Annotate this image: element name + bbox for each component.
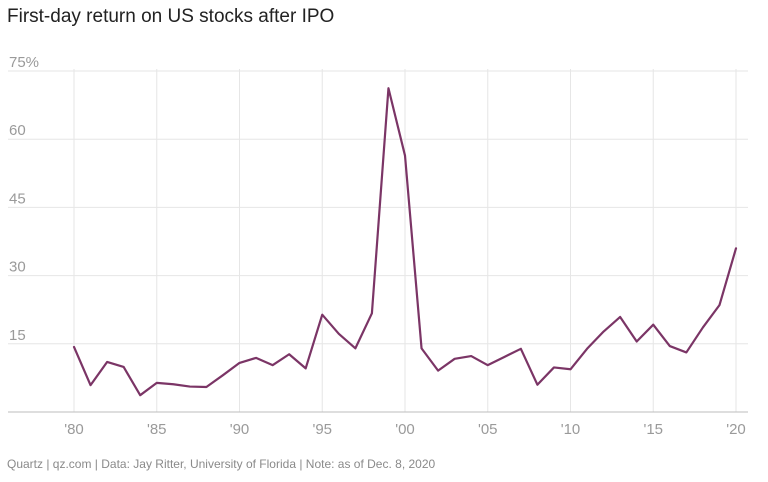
y-tick-label: 30 bbox=[9, 259, 26, 276]
x-tick-label: '15 bbox=[643, 421, 663, 438]
x-tick-label: '85 bbox=[147, 421, 167, 438]
y-tick-label: 60 bbox=[9, 122, 26, 139]
x-tick-label: '90 bbox=[230, 421, 250, 438]
x-tick-label: '05 bbox=[478, 421, 498, 438]
y-tick-label: 75% bbox=[9, 54, 39, 71]
source-note: Quartz | qz.com | Data: Jay Ritter, Univ… bbox=[7, 457, 436, 471]
x-tick-label: '80 bbox=[64, 421, 84, 438]
x-tick-label: '00 bbox=[395, 421, 415, 438]
chart-title: First-day return on US stocks after IPO bbox=[7, 6, 335, 27]
x-tick-label: '20 bbox=[726, 421, 746, 438]
y-tick-label: 15 bbox=[9, 327, 26, 344]
x-tick-label: '10 bbox=[561, 421, 581, 438]
y-tick-label: 45 bbox=[9, 190, 26, 207]
x-tick-label: '95 bbox=[312, 421, 332, 438]
